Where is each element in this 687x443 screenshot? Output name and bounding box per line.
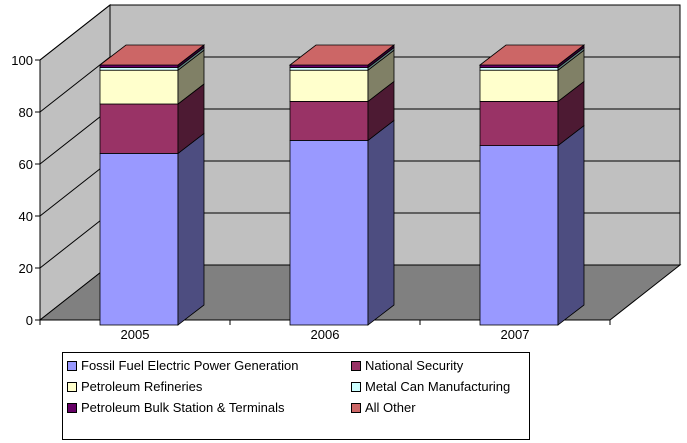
gridline-side xyxy=(39,160,111,217)
y-tick-label: 40 xyxy=(19,209,33,224)
legend-swatch xyxy=(67,402,77,413)
bar-segment-front xyxy=(479,145,559,326)
legend-label: Metal Can Manufacturing xyxy=(365,379,511,394)
x-tick-label: 2006 xyxy=(311,327,340,342)
bar-segment-side xyxy=(177,132,205,326)
legend-swatch xyxy=(351,360,361,371)
bar-stack-2005 xyxy=(98,44,206,326)
y-tick-labels: 0 20 40 60 80 100 xyxy=(11,53,40,328)
gridlines xyxy=(39,4,680,269)
legend-swatch xyxy=(67,381,77,392)
gridline-side xyxy=(39,56,111,113)
bar-segment-front xyxy=(289,69,369,102)
legend-item-refineries: Petroleum Refineries xyxy=(67,379,202,394)
gridline-side xyxy=(39,108,111,165)
legend-item-fossil: Fossil Fuel Electric Power Generation xyxy=(67,358,298,373)
bar-top-face xyxy=(98,44,206,66)
legend-swatch xyxy=(67,360,77,371)
legend: Fossil Fuel Electric Power Generation Na… xyxy=(62,352,530,440)
bar-segment-side xyxy=(557,124,585,326)
bar-segment-front xyxy=(479,69,559,102)
legend-item-all-other: All Other xyxy=(351,400,416,415)
x-tick-labels: 2005 2006 2007 xyxy=(39,320,611,342)
legend-label: National Security xyxy=(365,358,464,373)
bar-segment-front xyxy=(289,101,369,141)
bar-segment-front xyxy=(99,152,179,326)
bar-stack-2006 xyxy=(288,44,396,326)
bars xyxy=(98,44,586,326)
x-tick-label: 2007 xyxy=(501,327,530,342)
bar-stack-2007 xyxy=(478,44,586,326)
legend-swatch xyxy=(351,402,361,413)
y-tick-label: 60 xyxy=(19,157,33,172)
gridline-side xyxy=(39,4,111,61)
legend-item-national-security: National Security xyxy=(351,358,463,373)
y-tick-label: 0 xyxy=(26,313,33,328)
legend-item-bulk-station: Petroleum Bulk Station & Terminals xyxy=(67,400,285,415)
bar-top-face xyxy=(288,44,396,66)
y-tick-label: 20 xyxy=(19,261,33,276)
x-tick-label: 2005 xyxy=(121,327,150,342)
bar-segment-front xyxy=(99,103,179,154)
legend-label: All Other xyxy=(365,400,416,415)
bar-segment-side xyxy=(367,119,395,326)
bar-segment-front xyxy=(479,101,559,147)
legend-label: Petroleum Refineries xyxy=(81,379,203,394)
bar-segment-front xyxy=(99,69,179,105)
y-tick-label: 80 xyxy=(19,105,33,120)
legend-item-metal-can: Metal Can Manufacturing xyxy=(351,379,510,394)
bar-segment-front xyxy=(289,139,369,326)
legend-label: Petroleum Bulk Station & Terminals xyxy=(81,400,285,415)
bar-top-face xyxy=(478,44,586,66)
gridline-side xyxy=(39,212,111,269)
legend-label: Fossil Fuel Electric Power Generation xyxy=(81,358,299,373)
legend-swatch xyxy=(351,381,361,392)
y-tick-label: 100 xyxy=(11,53,33,68)
